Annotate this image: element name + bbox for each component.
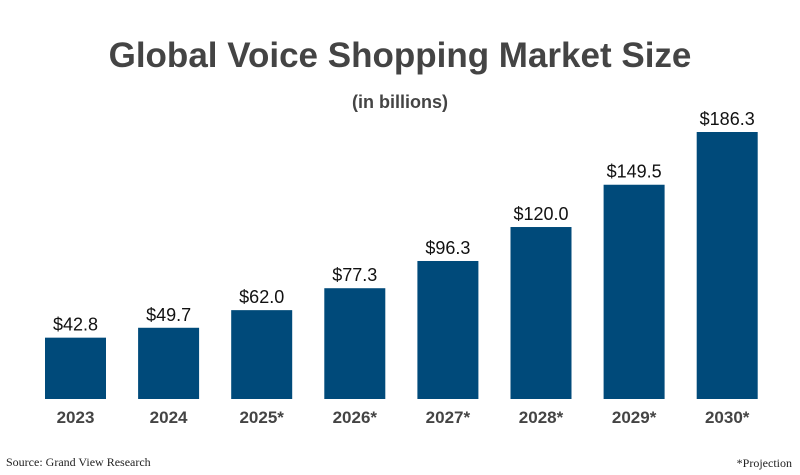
x-tick-label: 2030* [705, 408, 750, 427]
data-label: $49.7 [146, 305, 191, 325]
bar-2029 [603, 184, 665, 399]
projection-note: *Projection [736, 456, 792, 470]
x-tick-label: 2029* [612, 408, 657, 427]
bar-2026 [324, 288, 386, 399]
data-label: $120.0 [513, 204, 568, 224]
data-label: $42.8 [53, 315, 98, 335]
bar-2030 [696, 132, 758, 399]
bar-2027 [417, 260, 479, 399]
x-tick-label: 2024 [150, 408, 188, 427]
bar-2023 [45, 337, 106, 399]
chart-title: Global Voice Shopping Market Size [108, 36, 692, 75]
chart-subtitle: (in billions) [352, 92, 448, 112]
x-tick-label: 2025* [239, 408, 284, 427]
data-label: $186.3 [700, 109, 755, 129]
data-label: $62.0 [239, 287, 284, 307]
x-tick-label: 2023 [57, 408, 95, 427]
bar-2024 [138, 327, 200, 399]
data-label: $149.5 [607, 162, 662, 182]
x-tick-label: 2026* [333, 408, 378, 427]
x-tick-label: 2027* [426, 408, 471, 427]
data-label: $77.3 [332, 265, 377, 285]
x-tick-label: 2028* [519, 408, 564, 427]
source-note: Source: Grand View Research [6, 455, 151, 469]
data-label: $96.3 [425, 238, 470, 258]
bar-2025 [231, 310, 293, 399]
bar-2028 [510, 227, 572, 399]
